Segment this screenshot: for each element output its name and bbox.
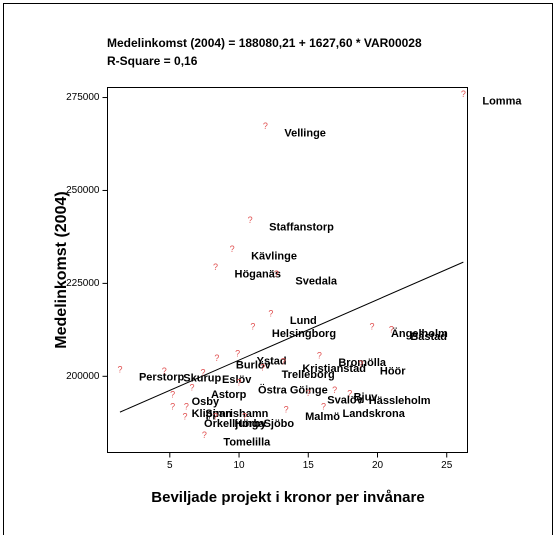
point-label: Burlöv xyxy=(236,359,272,371)
point-label: Kävlinge xyxy=(251,250,297,262)
point-label: Kristianstad xyxy=(302,363,366,375)
plot-area xyxy=(107,87,468,453)
point: ? xyxy=(268,309,273,319)
point: ? xyxy=(284,405,289,415)
point-label: Bjuv xyxy=(354,391,379,403)
y-tick-label: 250000 xyxy=(66,185,100,196)
point-label: Helsingborg xyxy=(272,328,336,340)
point-label: Tomelilla xyxy=(223,436,271,448)
point-label: Astorp xyxy=(211,389,247,401)
point-label: Höganäs xyxy=(235,268,281,280)
point-label: Hörby xyxy=(235,418,268,430)
point: ? xyxy=(358,359,363,369)
point-label: Staffanstorp xyxy=(269,221,334,233)
point-label: Svalöv xyxy=(327,394,363,406)
point: ? xyxy=(184,402,189,412)
point-label: Svedala xyxy=(295,275,337,287)
point: ? xyxy=(242,412,247,422)
point: ? xyxy=(248,215,253,225)
point: ? xyxy=(274,269,279,279)
point: ? xyxy=(201,368,206,378)
frame xyxy=(3,3,553,535)
point-label: Klippan xyxy=(192,408,233,420)
y-tick-label: 200000 xyxy=(66,371,100,382)
point: ? xyxy=(317,351,322,361)
point-label: Trelleborg xyxy=(282,369,335,381)
point: ? xyxy=(235,349,240,359)
point: ? xyxy=(347,389,352,399)
x-tick-label: 25 xyxy=(441,460,453,471)
point-label: Lomma xyxy=(482,95,522,107)
point-label: Örkelljunga xyxy=(204,417,265,430)
point-label: Skurup xyxy=(183,372,221,384)
point-label: Simrishamn xyxy=(205,408,268,420)
point: ? xyxy=(332,385,337,395)
chart-title: Medelinkomst (2004) = 188080,21 + 1627,6… xyxy=(107,36,422,50)
fit-line xyxy=(119,261,464,413)
point-label: Vellinge xyxy=(284,127,326,139)
point: ? xyxy=(162,366,167,376)
point: ? xyxy=(170,390,175,400)
point-label: Östra Göinge xyxy=(258,383,328,396)
point-label: Malmö xyxy=(305,411,340,423)
chart-subtitle: R-Square = 0,16 xyxy=(107,54,198,68)
x-tick-label: 15 xyxy=(303,460,315,471)
point: ? xyxy=(170,402,175,412)
y-tick-label: 225000 xyxy=(66,278,100,289)
point: ? xyxy=(263,121,268,131)
x-tick-label: 5 xyxy=(167,460,173,471)
point: ? xyxy=(260,363,265,373)
y-tick-label: 275000 xyxy=(66,92,100,103)
point-label: Osby xyxy=(192,396,220,408)
point: ? xyxy=(202,430,207,440)
point: ? xyxy=(230,244,235,254)
point-label: Hässleholm xyxy=(369,395,431,407)
point-label: Höör xyxy=(380,365,406,377)
point: ? xyxy=(461,89,466,99)
point: ? xyxy=(237,378,242,388)
point: ? xyxy=(306,388,311,398)
point-label: Bromölla xyxy=(338,357,387,369)
point-label: Ystad xyxy=(257,355,287,367)
point: ? xyxy=(213,262,218,272)
x-tick-label: 20 xyxy=(372,460,384,471)
point: ? xyxy=(189,383,194,393)
point-label: Perstorp xyxy=(139,371,185,383)
point: ? xyxy=(369,322,374,332)
point-label: Ängelholm xyxy=(391,327,448,340)
point: ? xyxy=(281,357,286,367)
point-label: Lund xyxy=(290,315,317,327)
x-axis-label: Beviljade projekt i kronor per invånare xyxy=(151,489,424,506)
point-label: Båstad xyxy=(410,331,447,343)
point: ? xyxy=(389,325,394,335)
point-label: Eslöv xyxy=(222,374,252,386)
point: ? xyxy=(213,412,218,422)
point-label: Sjöbo xyxy=(264,418,295,430)
point: ? xyxy=(214,353,219,363)
point: ? xyxy=(250,322,255,332)
x-tick-label: 10 xyxy=(233,460,245,471)
point: ? xyxy=(117,365,122,375)
point: ? xyxy=(321,402,326,412)
point-label: Landskrona xyxy=(343,408,406,420)
y-axis-label: Medelinkomst (2004) xyxy=(53,191,70,348)
point: ? xyxy=(183,412,188,422)
